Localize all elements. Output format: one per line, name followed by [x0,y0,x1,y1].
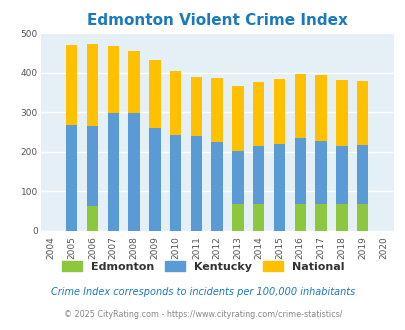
Bar [149,128,160,231]
Bar [294,74,305,231]
Bar [66,125,77,231]
Bar [190,136,202,231]
Bar [211,142,222,231]
Bar [294,138,305,231]
Bar [87,206,98,231]
Bar [335,146,347,231]
Text: Crime Index corresponds to incidents per 100,000 inhabitants: Crime Index corresponds to incidents per… [51,287,354,297]
Bar [232,151,243,231]
Bar [232,205,243,231]
Bar [170,135,181,231]
Bar [273,144,285,231]
Bar [149,60,160,231]
Bar [252,82,264,231]
Bar [107,113,119,231]
Bar [170,71,181,231]
Bar [273,79,285,231]
Bar [335,205,347,231]
Bar [252,205,264,231]
Bar [87,44,98,231]
Bar [66,45,77,231]
Bar [232,86,243,231]
Bar [252,146,264,231]
Text: © 2025 CityRating.com - https://www.cityrating.com/crime-statistics/: © 2025 CityRating.com - https://www.city… [64,310,341,319]
Bar [335,80,347,231]
Bar [315,205,326,231]
Bar [356,145,367,231]
Bar [356,205,367,231]
Bar [315,75,326,231]
Bar [190,77,202,231]
Bar [356,81,367,231]
Bar [211,78,222,231]
Bar [315,141,326,231]
Title: Edmonton Violent Crime Index: Edmonton Violent Crime Index [87,13,347,28]
Bar [128,113,139,231]
Bar [87,126,98,231]
Legend: Edmonton, Kentucky, National: Edmonton, Kentucky, National [57,256,348,276]
Bar [294,205,305,231]
Bar [128,51,139,231]
Bar [107,46,119,231]
